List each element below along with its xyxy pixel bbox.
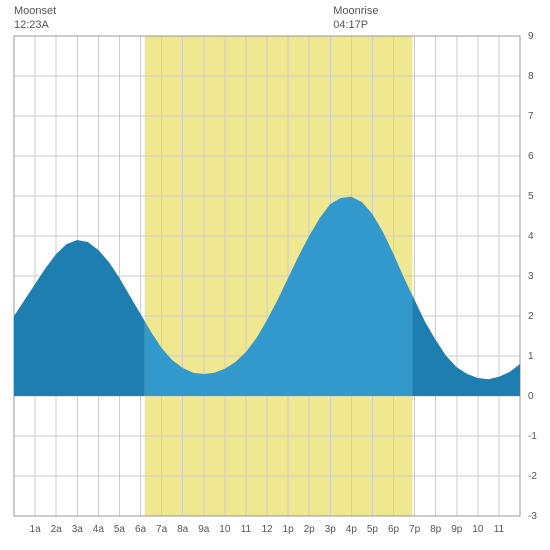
y-tick-label: 1	[528, 351, 534, 362]
x-tick-label: 9p	[451, 524, 463, 535]
moonrise-time: 04:17P	[333, 19, 368, 31]
x-tick-label: 7p	[409, 524, 421, 535]
moonrise-label: Moonrise 04:17P	[333, 4, 378, 33]
y-tick-label: 0	[528, 391, 534, 402]
moonset-label: Moonset 12:23A	[14, 4, 56, 33]
x-tick-label: 5p	[367, 524, 379, 535]
x-tick-label: 1a	[30, 524, 42, 535]
x-tick-label: 6a	[135, 524, 147, 535]
moonset-title: Moonset	[14, 5, 56, 17]
x-tick-label: 2p	[304, 524, 316, 535]
x-tick-label: 3a	[72, 524, 84, 535]
x-tick-label: 2a	[51, 524, 63, 535]
x-tick-label: 1p	[283, 524, 295, 535]
tide-chart: Moonset 12:23A Moonrise 04:17P 1a2a3a4a5…	[0, 0, 550, 550]
y-tick-label: -1	[528, 431, 537, 442]
y-tick-label: 2	[528, 311, 534, 322]
x-tick-label: 10	[472, 524, 484, 535]
x-tick-label: 12	[261, 524, 273, 535]
x-tick-label: 4p	[346, 524, 358, 535]
y-tick-label: 4	[528, 231, 534, 242]
y-tick-label: 8	[528, 71, 534, 82]
y-tick-label: -3	[528, 511, 537, 522]
x-tick-label: 9a	[198, 524, 210, 535]
y-tick-label: 3	[528, 271, 534, 282]
x-tick-label: 4a	[93, 524, 105, 535]
y-tick-label: 6	[528, 151, 534, 162]
x-tick-label: 7a	[156, 524, 168, 535]
x-tick-label: 3p	[325, 524, 337, 535]
y-tick-label: 7	[528, 111, 534, 122]
moonset-time: 12:23A	[14, 19, 49, 31]
x-tick-label: 8p	[430, 524, 442, 535]
x-tick-label: 8a	[177, 524, 189, 535]
chart-svg: 1a2a3a4a5a6a7a8a9a1011121p2p3p4p5p6p7p8p…	[0, 0, 550, 550]
x-tick-label: 10	[219, 524, 231, 535]
x-tick-label: 5a	[114, 524, 126, 535]
x-tick-label: 11	[494, 524, 505, 535]
x-tick-label: 11	[241, 524, 252, 535]
x-tick-label: 6p	[388, 524, 400, 535]
y-tick-label: 5	[528, 191, 534, 202]
y-tick-label: 9	[528, 31, 534, 42]
y-tick-label: -2	[528, 471, 537, 482]
moonrise-title: Moonrise	[333, 5, 378, 17]
